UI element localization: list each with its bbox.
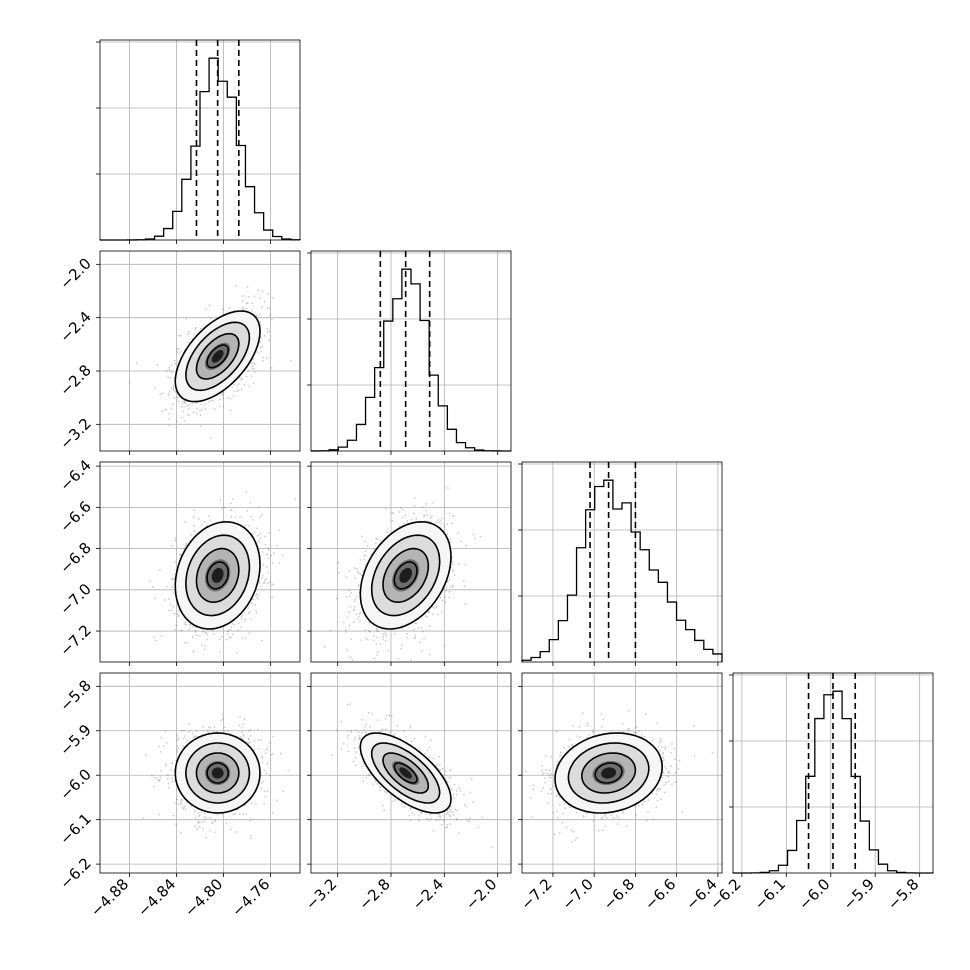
panel-frame xyxy=(310,461,512,663)
y-tick-label: −5.9 xyxy=(56,721,94,759)
histogram-0 xyxy=(100,57,301,241)
contour-line xyxy=(185,534,251,617)
y-tick-label: −2.4 xyxy=(56,308,94,346)
contour-line xyxy=(393,561,418,590)
x-tick-label: −6.8 xyxy=(600,875,638,913)
x-tick-label: −4.88 xyxy=(87,875,132,920)
contour-line xyxy=(174,521,261,630)
contour-line xyxy=(174,310,261,403)
panel-frame xyxy=(521,461,723,663)
histogram-2 xyxy=(521,479,723,662)
y-tick-label: −6.1 xyxy=(56,810,94,848)
panel-3-2: −7.2 −7.0 −6.8 −6.6 −6.4 xyxy=(517,672,723,914)
x-tick-label: −7.2 xyxy=(517,875,555,913)
panel-3-0: −4.88 −4.84 −4.80 −4.76 −6.2 −6.1 −6.0 −5.9 −5.8 xyxy=(56,672,301,920)
x-tick-label: −2.4 xyxy=(409,875,447,913)
contour-line xyxy=(580,752,637,794)
x-tick-label: −6.6 xyxy=(641,875,679,913)
contour-line xyxy=(594,762,623,784)
contour-line xyxy=(195,332,240,380)
density-group xyxy=(149,491,296,654)
histogram-3 xyxy=(732,690,934,874)
x-tick-label: −6.0 xyxy=(795,875,833,913)
contour-line xyxy=(206,561,229,590)
density-group xyxy=(331,703,493,849)
panel-frame xyxy=(99,672,301,874)
y-tick-label: −5.8 xyxy=(56,676,94,714)
contour-line xyxy=(393,762,418,784)
density-fill xyxy=(211,350,224,363)
y-tick-label: −2.0 xyxy=(56,254,94,292)
y-tick-label: −7.0 xyxy=(56,580,94,618)
x-tick-label: −2.8 xyxy=(355,875,393,913)
panel-2-0: −7.2−7.0−6.8 −6.6−6.4 xyxy=(56,456,301,666)
y-tick-label: −6.8 xyxy=(56,539,94,577)
panel-frame xyxy=(99,250,301,452)
panel-1-1 xyxy=(307,250,512,455)
density-fill xyxy=(399,567,412,583)
density-group xyxy=(525,710,714,843)
contour-line xyxy=(382,547,430,604)
y-tick-label: −2.8 xyxy=(56,361,94,399)
contour-line xyxy=(206,762,229,784)
x-tick-label: −2.0 xyxy=(462,875,500,913)
panels-group: −3.2−2.8−2.4−2.0−7.2−7.0−6.8−6.6−6.4−4.8… xyxy=(56,39,934,920)
density-group xyxy=(323,487,482,662)
y-tick-label: −6.0 xyxy=(56,765,94,803)
panel-1-0: −3.2 −2.8 −2.4 −2.0 xyxy=(56,250,301,455)
contour-line xyxy=(370,742,441,804)
y-tick-label: −6.6 xyxy=(56,497,94,535)
x-tick-label: −4.84 xyxy=(134,875,179,920)
density-fill xyxy=(601,767,617,779)
x-tick-label: −4.80 xyxy=(181,875,226,920)
contour-line xyxy=(206,344,229,369)
panel-frame xyxy=(99,39,301,241)
x-tick-label: −5.9 xyxy=(840,875,878,913)
contour-line xyxy=(382,752,430,794)
contour-line xyxy=(567,742,650,804)
density-fill xyxy=(399,767,412,779)
contour-line xyxy=(195,752,240,794)
panel-frame xyxy=(521,672,723,874)
contour-line xyxy=(174,732,261,814)
contour-line xyxy=(370,534,441,617)
panel-frame xyxy=(310,672,512,874)
y-tick-label: −6.2 xyxy=(56,854,94,892)
density-group xyxy=(128,285,292,439)
contour-line xyxy=(359,732,452,814)
density-group xyxy=(142,713,289,839)
y-tick-label: −3.2 xyxy=(56,414,94,452)
histogram-1 xyxy=(310,268,512,452)
x-tick-label: −5.8 xyxy=(884,875,922,913)
contour-line xyxy=(359,520,452,630)
panel-3-3: −6.2 −6.1 −6.0 −5.9 −5.8 xyxy=(706,672,934,914)
contour-line xyxy=(195,547,240,603)
x-tick-label: −7.0 xyxy=(559,875,597,913)
density-fill xyxy=(211,767,224,779)
panel-0-0 xyxy=(96,39,301,244)
x-tick-label: −3.2 xyxy=(302,875,340,913)
x-tick-label: −4.76 xyxy=(228,875,273,920)
panel-frame xyxy=(310,250,512,452)
contour-line xyxy=(185,742,251,804)
panel-frame xyxy=(99,461,301,663)
density-fill xyxy=(211,567,224,583)
y-tick-label: −6.4 xyxy=(56,456,94,494)
panel-2-1 xyxy=(307,461,512,666)
contour-line xyxy=(554,732,664,814)
y-tick-label: −7.2 xyxy=(56,621,94,659)
panel-2-2 xyxy=(518,461,723,666)
panel-frame xyxy=(732,672,934,874)
contour-line xyxy=(185,321,251,392)
panel-3-1: −3.2 −2.8 −2.4 −2.0 xyxy=(302,672,512,914)
x-tick-label: −6.1 xyxy=(751,875,789,913)
